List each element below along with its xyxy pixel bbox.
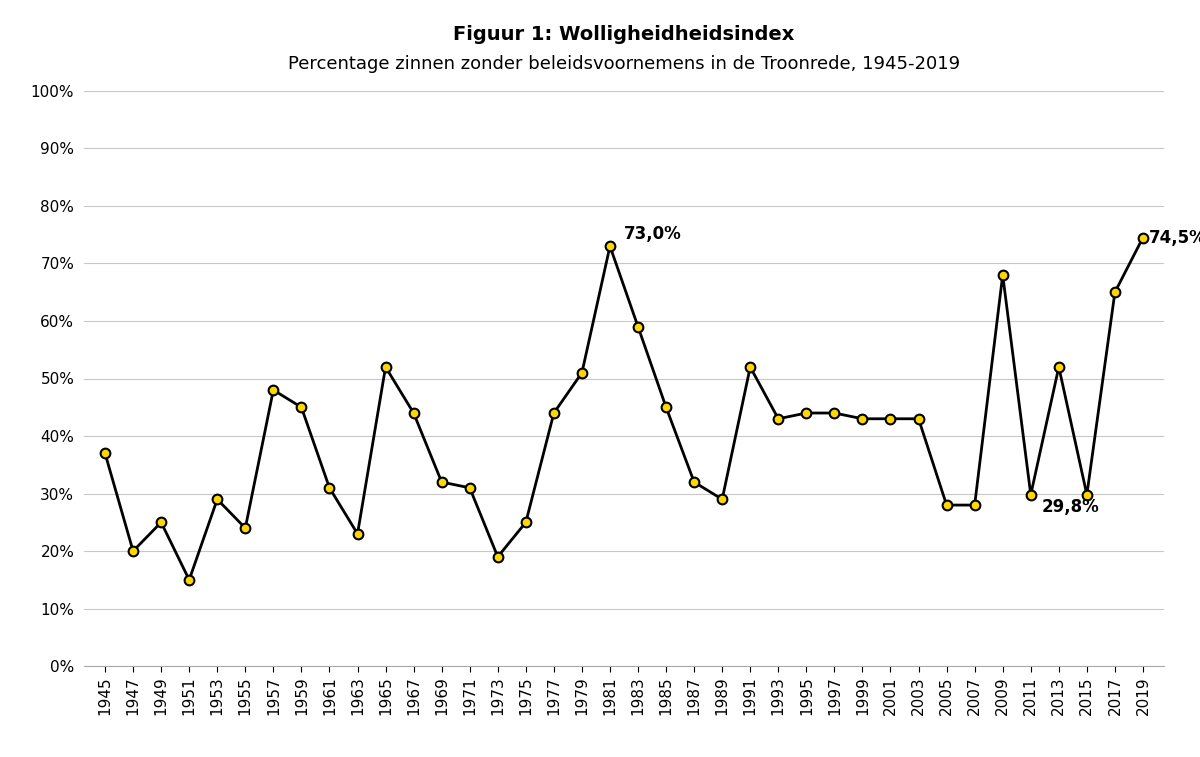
- Text: 73,0%: 73,0%: [624, 226, 682, 243]
- Text: 29,8%: 29,8%: [1042, 497, 1099, 516]
- Text: Percentage zinnen zonder beleidsvoornemens in de Troonrede, 1945-2019: Percentage zinnen zonder beleidsvoorneme…: [288, 55, 960, 73]
- Text: 74,5%: 74,5%: [1148, 229, 1200, 247]
- Text: Figuur 1: Wolligheidheidsindex: Figuur 1: Wolligheidheidsindex: [454, 24, 794, 44]
